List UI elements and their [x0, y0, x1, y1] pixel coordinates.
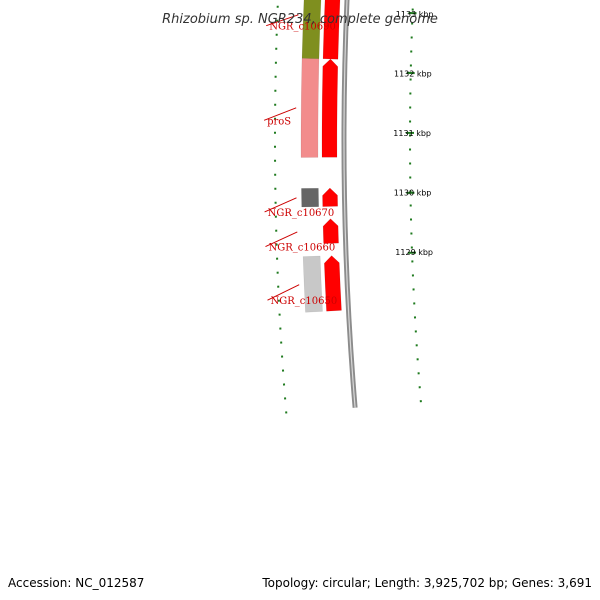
gene-label-leader — [267, 284, 300, 301]
inner-tick-ring — [409, 0, 422, 403]
outer-tick-ring — [273, 0, 288, 414]
gene-category-bar — [301, 187, 319, 208]
gene-layer — [300, 0, 342, 313]
accession-text: Accession: NC_012587 — [8, 576, 144, 590]
tick-layer: 1129 kbp 1130 kbp 1131 kbp 1132 kbp 1133 kbp… — [273, 0, 434, 414]
gene-label-leader — [265, 231, 298, 248]
gene-arrow — [322, 0, 341, 60]
gene-label[interactable]: NGR_c10660 — [269, 243, 336, 254]
gene-label[interactable]: NGR_c10650 — [271, 296, 338, 307]
gene-arrow — [321, 58, 339, 158]
gene-arrow — [322, 218, 339, 244]
gene-label[interactable]: proS — [267, 116, 291, 127]
tick-label: 1133 kbp — [396, 10, 434, 19]
gene-label-leader — [266, 14, 299, 27]
gene-category-bar — [302, 255, 323, 313]
backbone-layer — [341, 0, 358, 408]
genome-summary-text: Topology: circular; Length: 3,925,702 bp… — [261, 576, 592, 590]
genome-backbone-highlight — [343, 0, 356, 408]
gene-arrow — [324, 255, 342, 312]
map-title: Rhizobium sp. NGR234, complete genome — [162, 12, 438, 27]
tick-label: 1129 kbp — [395, 248, 433, 257]
gene-label[interactable]: NGR_c10690 — [269, 22, 336, 33]
gene-label[interactable]: NGR_c10670 — [268, 208, 335, 219]
gene-category-bar — [301, 0, 322, 59]
tick-label: 1131 kbp — [393, 129, 431, 138]
gene-category-bar — [300, 58, 320, 158]
gene-label-leader — [263, 107, 297, 121]
gene-label-leader — [264, 197, 297, 213]
genome-backbone — [341, 0, 358, 408]
gene-arrow — [322, 187, 338, 207]
label-layer: NGR_c10650 NGR_c10660 NGR_c10670 proS NGR_c1… — [263, 14, 338, 307]
tick-label: 1132 kbp — [394, 69, 432, 78]
tick-label: 1130 kbp — [394, 189, 432, 198]
